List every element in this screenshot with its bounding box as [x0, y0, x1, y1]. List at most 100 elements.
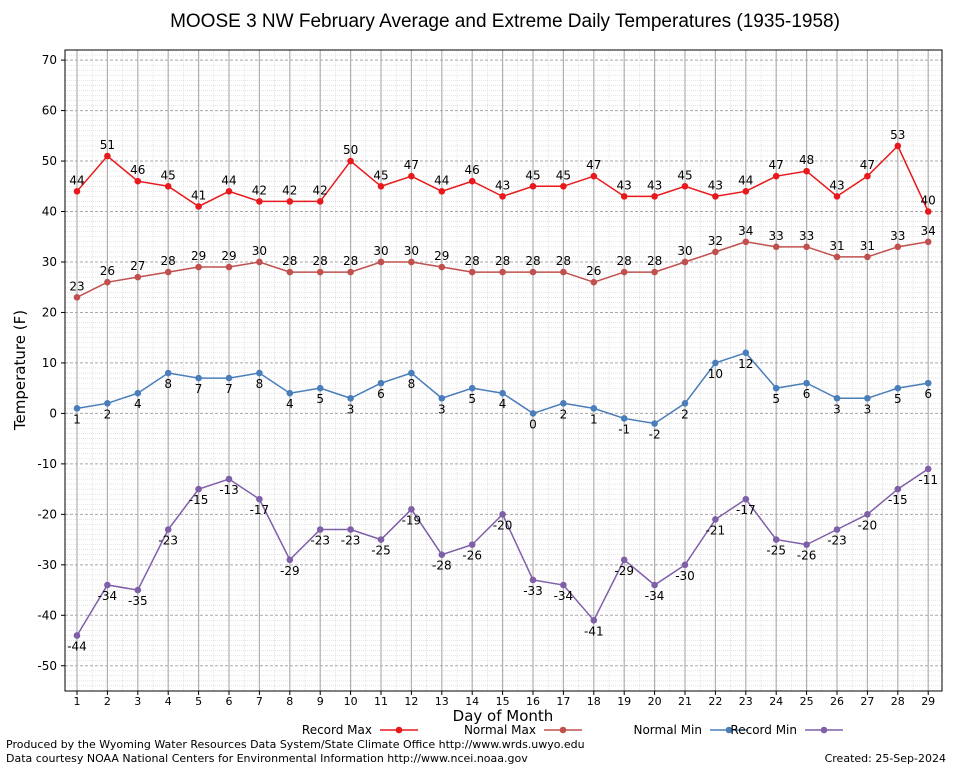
data-label: 7 [195, 382, 203, 396]
data-point [438, 263, 446, 271]
data-point [742, 188, 750, 195]
data-label: -21 [706, 523, 726, 537]
data-label: 6 [803, 387, 811, 401]
data-label: 10 [708, 367, 723, 381]
legend-marker [559, 726, 567, 734]
legend-item: Normal Max [464, 723, 582, 737]
data-point [438, 551, 446, 559]
x-tick-label: 10 [344, 695, 358, 708]
data-label: 44 [221, 173, 236, 187]
data-label: -20 [493, 518, 513, 532]
x-tick-label: 28 [891, 695, 905, 708]
data-point [438, 394, 446, 402]
data-point [681, 182, 689, 190]
data-point [134, 586, 142, 594]
x-tick-label: 4 [165, 695, 172, 708]
data-point [408, 258, 415, 266]
data-point [225, 475, 233, 483]
data-label: -26 [462, 549, 482, 563]
data-label: 33 [890, 229, 905, 243]
legend-marker [820, 726, 828, 734]
data-label: 45 [677, 168, 692, 182]
y-tick-label: -20 [37, 507, 57, 521]
data-point [651, 268, 658, 276]
data-point [316, 384, 324, 392]
data-point [195, 374, 202, 382]
x-tick-label: 6 [226, 695, 233, 708]
data-label: 30 [677, 244, 692, 258]
data-label: 3 [347, 402, 355, 416]
data-point [468, 384, 476, 392]
data-point [256, 258, 263, 266]
data-point [651, 581, 658, 589]
x-tick-label: 26 [830, 695, 844, 708]
x-axis: 1 2 3 4 5 6 7 8 9 10 11 12 13 14 15 16 17 18 19 20 21 22 23 24 2… [74, 691, 935, 708]
x-tick-label: 5 [195, 695, 202, 708]
data-label: 47 [860, 158, 875, 172]
data-label: -13 [219, 483, 239, 497]
data-point [347, 526, 354, 533]
minor-grid [65, 49, 942, 692]
data-point [833, 193, 841, 200]
data-label: 8 [256, 377, 264, 391]
data-label: -25 [766, 544, 786, 558]
data-label: 28 [465, 254, 480, 268]
data-point [316, 268, 324, 276]
data-point [529, 576, 537, 584]
data-label: 48 [799, 153, 814, 167]
data-label: 50 [343, 143, 358, 157]
x-tick-label: 12 [404, 695, 418, 708]
data-point [134, 273, 142, 281]
data-point [590, 172, 598, 180]
legend-label: Record Max [302, 723, 372, 737]
data-label: -23 [158, 533, 178, 547]
data-point [620, 415, 628, 422]
data-point [164, 268, 172, 276]
x-axis-label: Day of Month [453, 707, 554, 725]
data-point [408, 172, 415, 180]
data-label: -28 [432, 559, 452, 573]
data-point [712, 359, 719, 367]
data-point [772, 536, 780, 543]
data-point [164, 526, 172, 533]
data-label: 28 [313, 254, 328, 268]
data-point [651, 420, 658, 427]
series-normal-max: 23 26 27 28 29 29 30 28 28 28 30 30 29 28 28 28 28 26 28 28… [69, 224, 936, 301]
data-label: 46 [465, 163, 480, 177]
data-label: -17 [736, 503, 756, 517]
data-point [468, 268, 476, 276]
y-tick-label: 30 [42, 255, 57, 269]
legend-marker [725, 726, 733, 734]
data-label: -34 [645, 589, 665, 603]
data-label: 28 [161, 254, 176, 268]
y-axis: -50 -40 -30 -20 -10 0 10 20 30 40 50 60 70 [37, 53, 65, 673]
data-label: 28 [343, 254, 358, 268]
data-label: -30 [675, 569, 695, 583]
data-point [590, 405, 598, 412]
data-label: 27 [130, 259, 145, 273]
data-point [772, 172, 780, 180]
data-point [256, 495, 263, 503]
data-label: 30 [404, 244, 419, 258]
footer-data-courtesy: Data courtesy NOAA National Centers for … [6, 752, 528, 765]
legend: Record Max Normal Max Normal Min Record Min [302, 723, 843, 737]
data-label: 8 [408, 377, 416, 391]
data-point [772, 243, 780, 251]
legend-label: Normal Min [633, 723, 702, 737]
data-label: -15 [189, 493, 209, 507]
data-label: -2 [649, 427, 661, 441]
data-point [73, 294, 81, 301]
y-tick-label: -40 [37, 608, 57, 622]
data-label: 42 [252, 183, 267, 197]
data-label: 12 [738, 357, 753, 371]
data-label: 4 [134, 397, 142, 411]
data-point [712, 193, 719, 200]
data-point [164, 369, 172, 377]
data-label: -41 [584, 624, 604, 638]
data-point [377, 536, 385, 543]
data-label: 28 [647, 254, 662, 268]
data-point [164, 182, 172, 190]
data-label: 7 [225, 382, 233, 396]
data-label: 45 [556, 168, 571, 182]
data-point [803, 243, 810, 251]
